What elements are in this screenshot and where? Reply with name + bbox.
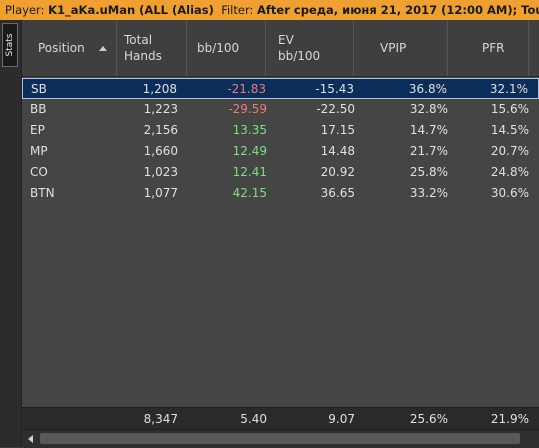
stats-grid: Position Total Hands bb/100 EV bb/100 VP…	[22, 20, 539, 448]
cell-pfr: 32.1%	[489, 82, 528, 96]
cell-bb100: 12.41	[232, 165, 267, 179]
total-bb100: 5.40	[240, 412, 267, 426]
cell-bb100: 42.15	[232, 186, 267, 200]
cell-ev-bb100: -15.43	[315, 82, 354, 96]
column-header-pfr[interactable]: PFR	[448, 20, 529, 76]
column-header-bb100[interactable]: bb/100	[187, 20, 266, 76]
cell-vpip: 21.7%	[409, 144, 448, 158]
total-ev-bb100: 9.07	[328, 412, 355, 426]
table-row[interactable]: SB 1,208 -21.83 -15.43 36.8% 32.1%	[22, 78, 539, 99]
table-row[interactable]: MP 1,660 12.49 14.48 21.7% 20.7%	[22, 141, 539, 162]
cell-vpip: 33.2%	[409, 186, 448, 200]
sort-ascending-icon	[98, 45, 107, 51]
total-pfr: 21.9%	[490, 412, 529, 426]
cell-total-hands: 2,156	[143, 123, 178, 137]
table-row[interactable]: BB 1,223 -29.59 -22.50 32.8% 15.6%	[22, 99, 539, 120]
filter-label: Filter:	[221, 3, 254, 17]
cell-ev-bb100: 17.15	[320, 123, 355, 137]
cell-total-hands: 1,208	[142, 82, 177, 96]
cell-total-hands: 1,223	[143, 102, 178, 116]
cell-total-hands: 1,077	[143, 186, 178, 200]
cell-vpip: 25.8%	[409, 165, 448, 179]
column-header-vpip[interactable]: VPIP	[354, 20, 448, 76]
cell-position: BB	[30, 102, 47, 116]
cell-vpip: 14.7%	[409, 123, 448, 137]
cell-bb100: -29.59	[228, 102, 267, 116]
column-header-position[interactable]: Position	[22, 20, 117, 76]
cell-position: SB	[31, 82, 47, 96]
filter-value[interactable]: After среда, июня 21, 2017 (12:00 AM); T…	[257, 3, 539, 17]
cell-vpip: 32.8%	[409, 102, 448, 116]
cell-position: BTN	[30, 186, 55, 200]
cell-ev-bb100: 20.92	[320, 165, 355, 179]
cell-pfr: 24.8%	[490, 165, 529, 179]
table-header: Position Total Hands bb/100 EV bb/100 VP…	[22, 20, 539, 77]
cell-pfr: 20.7%	[490, 144, 529, 158]
cell-position: CO	[30, 165, 48, 179]
table-row[interactable]: BTN 1,077 42.15 36.65 33.2% 30.6%	[22, 183, 539, 204]
total-hands-sum: 8,347	[143, 412, 178, 426]
cell-pfr: 15.6%	[490, 102, 529, 116]
player-label: Player:	[5, 3, 45, 17]
cell-ev-bb100: -22.50	[316, 102, 355, 116]
cell-position: MP	[30, 144, 48, 158]
player-value[interactable]: K1_aKa.uMan (ALL (Alias)	[48, 3, 214, 17]
cell-vpip: 36.8%	[408, 82, 447, 96]
horizontal-scrollbar[interactable]	[22, 429, 539, 448]
table-row[interactable]: CO 1,023 12.41 20.92 25.8% 24.8%	[22, 162, 539, 183]
table-row[interactable]: EP 2,156 13.35 17.15 14.7% 14.5%	[22, 120, 539, 141]
stats-tab[interactable]: Stats	[2, 23, 18, 67]
column-header-ev-bb100[interactable]: EV bb/100	[266, 20, 354, 76]
side-panel: Stats	[0, 20, 22, 447]
filter-bar: Player: K1_aKa.uMan (ALL (Alias) Filter:…	[0, 0, 539, 20]
stats-tab-label: Stats	[5, 33, 15, 57]
column-header-total-hands[interactable]: Total Hands	[117, 20, 187, 76]
cell-total-hands: 1,023	[143, 165, 178, 179]
cell-position: EP	[30, 123, 45, 137]
cell-ev-bb100: 14.48	[320, 144, 355, 158]
totals-row: 8,347 5.40 9.07 25.6% 21.9%	[22, 407, 539, 430]
cell-pfr: 30.6%	[490, 186, 529, 200]
cell-total-hands: 1,660	[143, 144, 178, 158]
cell-bb100: -21.83	[227, 82, 266, 96]
cell-ev-bb100: 36.65	[320, 186, 355, 200]
cell-pfr: 14.5%	[490, 123, 529, 137]
scroll-left-arrow-icon[interactable]	[28, 435, 33, 443]
total-vpip: 25.6%	[409, 412, 448, 426]
cell-bb100: 12.49	[232, 144, 267, 158]
cell-bb100: 13.35	[232, 123, 267, 137]
scrollbar-thumb[interactable]	[40, 433, 520, 444]
